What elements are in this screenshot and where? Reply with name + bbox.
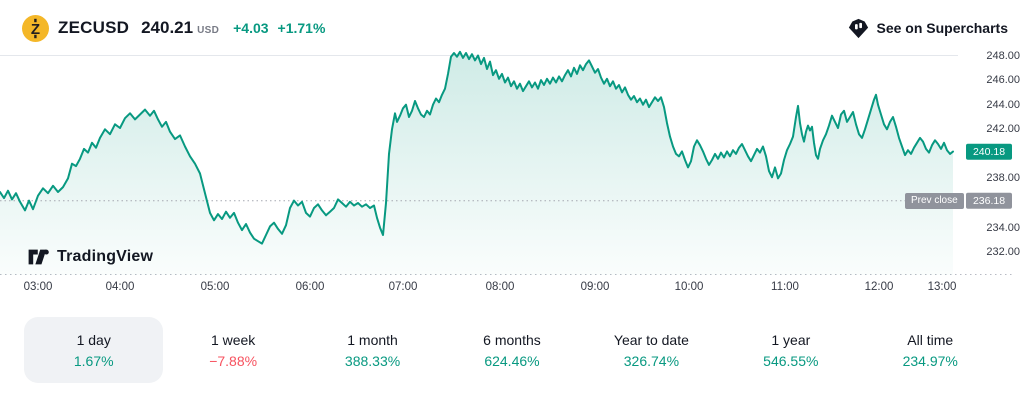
price-axis-label: 232.00 (986, 246, 1020, 259)
range-tab-label: 6 months (483, 331, 541, 348)
supercharts-label: See on Supercharts (876, 20, 1009, 36)
price-axis-label: 248.00 (986, 49, 1020, 62)
change-percent: +1.71% (277, 20, 326, 36)
price-axis-label: 246.00 (986, 74, 1020, 87)
range-tab-change: 546.55% (763, 352, 819, 369)
range-tab-change: 234.97% (902, 352, 958, 369)
time-axis-label: 11:00 (771, 281, 799, 293)
range-tab-all-time[interactable]: All time 234.97% (861, 317, 1000, 383)
time-axis-label: 10:00 (674, 281, 704, 293)
range-tab-1-day[interactable]: 1 day 1.67% (24, 317, 164, 383)
time-axis-label: 13:00 (927, 281, 957, 293)
range-tab-label: Year to date (613, 331, 689, 348)
symbol-name: ZECUSD (58, 18, 130, 37)
time-axis-label: 09:00 (580, 281, 610, 293)
time-axis-label: 07:00 (388, 281, 418, 293)
change-absolute: +4.03 (233, 20, 269, 36)
tradingview-logo-text: TradingView (57, 248, 154, 265)
time-axis-label: 12:00 (864, 281, 894, 293)
last-price: 240.21 (141, 18, 194, 37)
range-tab-label: All time (907, 331, 954, 348)
time-axis-labels: 03:00 04:00 05:00 06:00 07:00 08:00 09:00 10:00… (0, 281, 958, 297)
time-axis-label: 06:00 (295, 281, 325, 293)
price-axis-label: 242.00 (986, 123, 1020, 136)
range-tab-label: 1 year (771, 331, 811, 348)
range-tab-1-year[interactable]: 1 year 546.55% (721, 317, 860, 383)
range-tab-1-month[interactable]: 1 month 388.33% (303, 317, 442, 383)
supercharts-gem-icon (848, 18, 868, 38)
price-axis-label: 244.00 (986, 98, 1020, 111)
range-tabs: 1 day 1.67% 1 week −7.88% 1 month 388.33% 6 mo… (24, 317, 1000, 383)
time-axis-label: 04:00 (105, 281, 135, 293)
range-tab-label: 1 day (76, 331, 111, 348)
last-price-badge: 240.18 (966, 143, 1012, 160)
range-tab-change: 388.33% (344, 352, 401, 369)
range-tab-year-to-date[interactable]: Year to date 326.74% (582, 317, 721, 383)
zcash-coin-icon: Z (22, 14, 49, 42)
tradingview-logo-icon (28, 249, 49, 265)
range-tab-1-week[interactable]: 1 week −7.88% (163, 317, 302, 383)
svg-text:Z: Z (31, 21, 40, 38)
range-tab-change: 1.67% (73, 352, 114, 369)
range-tab-label: 1 month (347, 331, 398, 348)
range-tab-6-months[interactable]: 6 months 624.46% (442, 317, 581, 383)
time-axis-label: 03:00 (23, 281, 53, 293)
price-axis: 248.00 246.00 244.00 242.00 238.00 234.00 232.… (966, 45, 1022, 275)
range-tab-change: 326.74% (623, 352, 680, 369)
price-axis-label: 238.00 (986, 172, 1020, 185)
price-axis-label: 234.00 (986, 221, 1020, 234)
prev-close-label-badge: Prev close (905, 192, 964, 209)
prev-close-value-badge: 236.18 (966, 192, 1012, 210)
tradingview-attribution-link[interactable]: TradingView (28, 248, 153, 266)
time-axis-label: 08:00 (485, 281, 515, 293)
range-tab-change: −7.88% (209, 352, 258, 369)
time-axis-label: 05:00 (200, 281, 230, 293)
currency-label: USD (197, 24, 220, 36)
header: Z ZECUSD 240.21 USD +4.03 +1.71% See on … (22, 13, 1008, 43)
see-on-supercharts-link[interactable]: See on Supercharts (848, 18, 1009, 39)
price-area-fill (0, 51, 953, 275)
range-tab-change: 624.46% (484, 352, 540, 369)
price-line (0, 50, 954, 245)
chart-region: 248.00 246.00 244.00 242.00 238.00 234.00 232.… (0, 45, 1024, 275)
price-chart (0, 50, 1015, 275)
range-tab-label: 1 week (210, 331, 256, 348)
